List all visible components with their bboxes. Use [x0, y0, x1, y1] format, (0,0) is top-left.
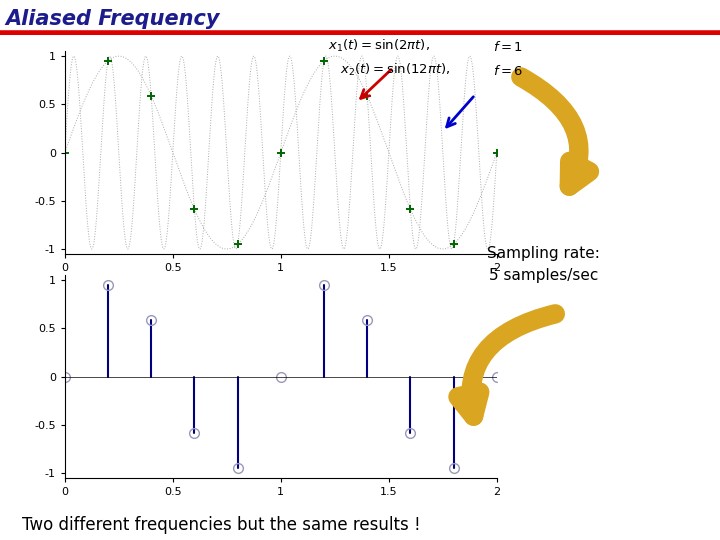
Text: Aliased Frequency: Aliased Frequency [6, 9, 220, 29]
Text: $x_2(t) = \sin(12\pi t),$: $x_2(t) = \sin(12\pi t),$ [340, 62, 450, 78]
Text: $f = 6$: $f = 6$ [493, 64, 523, 78]
Text: $x_1(t) = \sin(2\pi t),$: $x_1(t) = \sin(2\pi t),$ [328, 38, 430, 54]
Text: $f = 1$: $f = 1$ [493, 40, 523, 54]
Text: Two different frequencies but the same results !: Two different frequencies but the same r… [22, 516, 420, 534]
Text: Sampling rate:
5 samples/sec: Sampling rate: 5 samples/sec [487, 246, 600, 283]
